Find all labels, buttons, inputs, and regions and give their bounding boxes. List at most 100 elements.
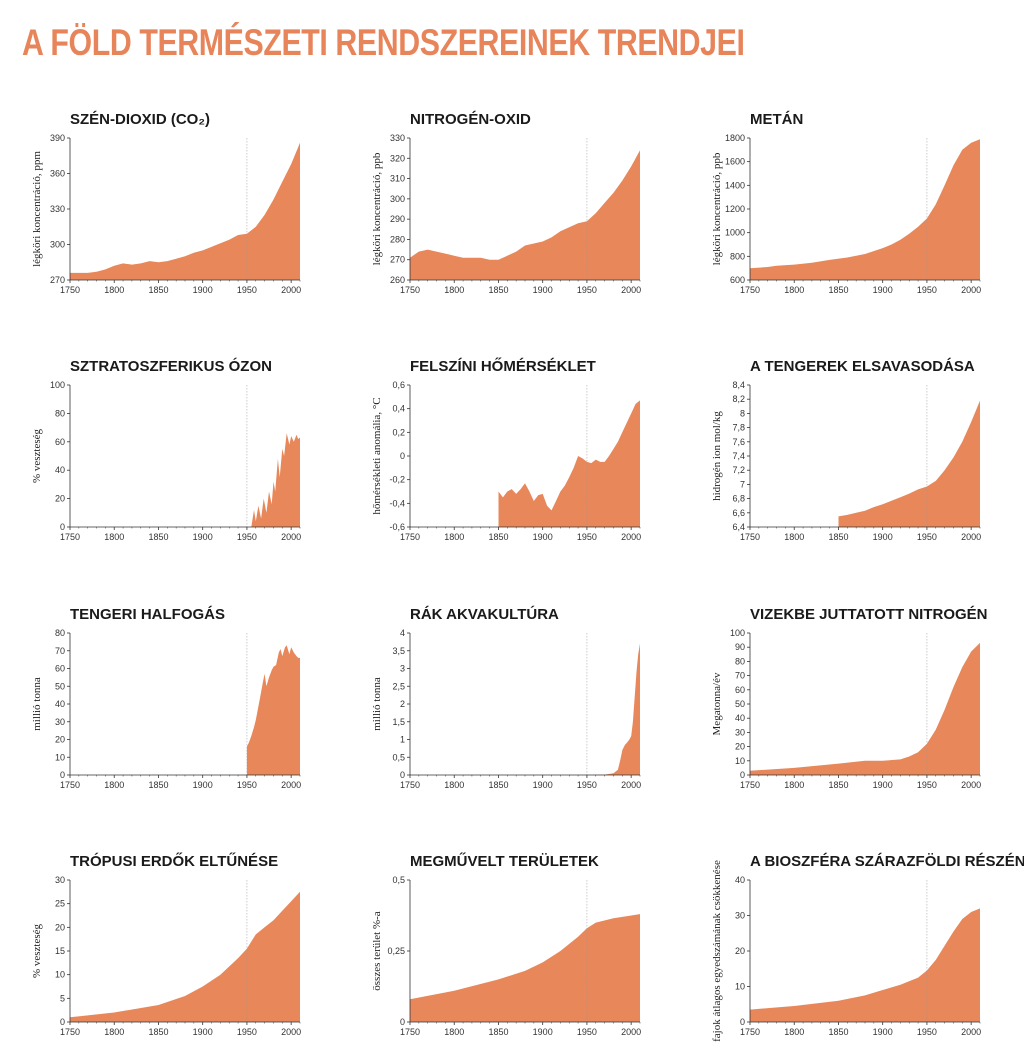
x-tick-label: 1800 [444, 285, 464, 295]
y-tick-label: 100 [730, 628, 745, 638]
area-series [750, 139, 980, 280]
y-tick-label: 30 [55, 717, 65, 727]
x-tick-label: 2000 [621, 780, 641, 790]
y-tick-label: 40 [735, 875, 745, 885]
x-tick-label: 1950 [577, 532, 597, 542]
area-series [251, 433, 300, 527]
y-tick-label: -0,2 [389, 475, 405, 485]
y-tick-label: 40 [55, 465, 65, 475]
x-tick-label: 1800 [104, 285, 124, 295]
x-tick-label: 1850 [828, 780, 848, 790]
y-tick-label: 40 [55, 699, 65, 709]
y-tick-label: 15 [55, 946, 65, 956]
x-tick-label: 1950 [577, 285, 597, 295]
x-tick-label: 1800 [784, 1027, 804, 1037]
y-tick-label: 50 [55, 681, 65, 691]
y-tick-label: 80 [55, 408, 65, 418]
chart-panel-n2o: NITROGÉN-OXID 260 270 280 290 300 310 320 330 175… [371, 111, 641, 295]
x-tick-label: 1850 [488, 1027, 508, 1037]
y-tick-label: 3 [400, 664, 405, 674]
x-tick-label: 2000 [961, 1027, 981, 1037]
y-axis-label: hőmérsékleti anomália, °C [371, 397, 383, 514]
x-tick-label: 1900 [193, 1027, 213, 1037]
chart-title: FELSZÍNI HŐMÉRSÉKLET [410, 357, 596, 375]
x-tick-label: 1850 [488, 780, 508, 790]
y-tick-label: 8 [740, 408, 745, 418]
y-tick-label: 0 [60, 770, 65, 780]
y-tick-label: 10 [735, 756, 745, 766]
x-tick-label: 1850 [828, 285, 848, 295]
chart-panel-nitrogen: VIZEKBE JUTTATOTT NITROGÉN 0 10 20 30 40 50 60 7… [711, 606, 988, 790]
x-tick-label: 2000 [281, 780, 301, 790]
y-tick-label: 260 [390, 275, 405, 285]
x-tick-label: 1900 [533, 532, 553, 542]
chart-title: TENGERI HALFOGÁS [70, 606, 225, 623]
y-tick-label: 1600 [725, 157, 745, 167]
y-tick-label: 40 [735, 713, 745, 723]
y-axis-label: Megatonna/év [711, 672, 723, 735]
x-tick-label: 1800 [104, 1027, 124, 1037]
x-tick-label: 1750 [60, 780, 80, 790]
x-tick-label: 1900 [873, 532, 893, 542]
x-tick-label: 1800 [784, 780, 804, 790]
y-tick-label: 60 [735, 685, 745, 695]
x-tick-label: 1850 [148, 780, 168, 790]
y-tick-label: -0,6 [389, 522, 405, 532]
y-tick-label: 360 [50, 169, 65, 179]
y-tick-label: 0 [740, 1017, 745, 1027]
chart-title: RÁK AKVAKULTÚRA [410, 605, 559, 623]
chart-panel-fish: TENGERI HALFOGÁS 0 10 20 30 40 50 60 70 80 1750 180… [31, 606, 301, 790]
y-tick-label: 1200 [725, 204, 745, 214]
x-tick-label: 1950 [237, 780, 257, 790]
chart-title: SZÉN-DIOXID (CO₂) [70, 111, 210, 128]
x-tick-label: 2000 [621, 532, 641, 542]
chart-title: METÁN [750, 111, 803, 128]
chart-panel-shrimp: RÁK AKVAKULTÚRA 0 0,5 1 1,5 2 2,5 3 3,5 4 1750 1800… [371, 605, 641, 790]
x-tick-label: 1850 [828, 1027, 848, 1037]
y-tick-label: 1400 [725, 180, 745, 190]
y-axis-label: légköri koncentráció, ppm [31, 151, 43, 267]
x-tick-label: 1900 [873, 1027, 893, 1037]
x-tick-label: 1950 [917, 780, 937, 790]
x-tick-label: 1900 [533, 780, 553, 790]
area-series [410, 150, 640, 280]
y-tick-label: 20 [55, 735, 65, 745]
y-tick-label: 7,6 [732, 437, 745, 447]
chart-panel-ozone: SZTRATOSZFERIKUS ÓZON 0 20 40 60 80 100 1750 180… [31, 357, 301, 542]
y-tick-label: 100 [50, 380, 65, 390]
x-tick-label: 1750 [740, 780, 760, 790]
chart-title: SZTRATOSZFERIKUS ÓZON [70, 357, 272, 375]
y-tick-label: 70 [55, 646, 65, 656]
y-axis-label: hidrogén ion mol/kg [711, 411, 723, 501]
y-tick-label: 0 [740, 770, 745, 780]
chart-panel-forest: TRÓPUSI ERDŐK ELTŰNÉSE 0 5 10 15 20 25 30 1750 18… [31, 852, 301, 1037]
area-series [70, 142, 300, 280]
x-tick-label: 1800 [784, 532, 804, 542]
y-tick-label: 20 [735, 742, 745, 752]
y-tick-label: 90 [735, 642, 745, 652]
y-tick-label: 0,2 [392, 427, 405, 437]
chart-title: A TENGEREK ELSAVASODÁSA [750, 358, 975, 375]
y-tick-label: 0,5 [392, 875, 405, 885]
y-tick-label: 0,25 [387, 946, 405, 956]
y-tick-label: 0 [400, 1017, 405, 1027]
y-tick-label: 60 [55, 437, 65, 447]
y-tick-label: 0 [60, 1017, 65, 1027]
x-tick-label: 1950 [237, 532, 257, 542]
x-tick-label: 2000 [281, 1027, 301, 1037]
y-tick-label: 7 [740, 479, 745, 489]
x-tick-label: 1750 [740, 285, 760, 295]
y-tick-label: 80 [735, 656, 745, 666]
x-tick-label: 2000 [961, 285, 981, 295]
y-axis-label: % veszteség [31, 428, 43, 483]
y-tick-label: 20 [735, 946, 745, 956]
y-tick-label: 310 [390, 174, 405, 184]
chart-title: A BIOSZFÉRA SZÁRAZFÖLDI RÉSZÉNEK PUSZTUL… [750, 853, 1024, 870]
y-tick-label: 1 [400, 735, 405, 745]
y-tick-label: 10 [55, 752, 65, 762]
x-tick-label: 2000 [621, 285, 641, 295]
y-tick-label: 20 [55, 922, 65, 932]
y-tick-label: 0 [400, 451, 405, 461]
y-tick-label: 70 [735, 671, 745, 681]
y-tick-label: 10 [735, 982, 745, 992]
